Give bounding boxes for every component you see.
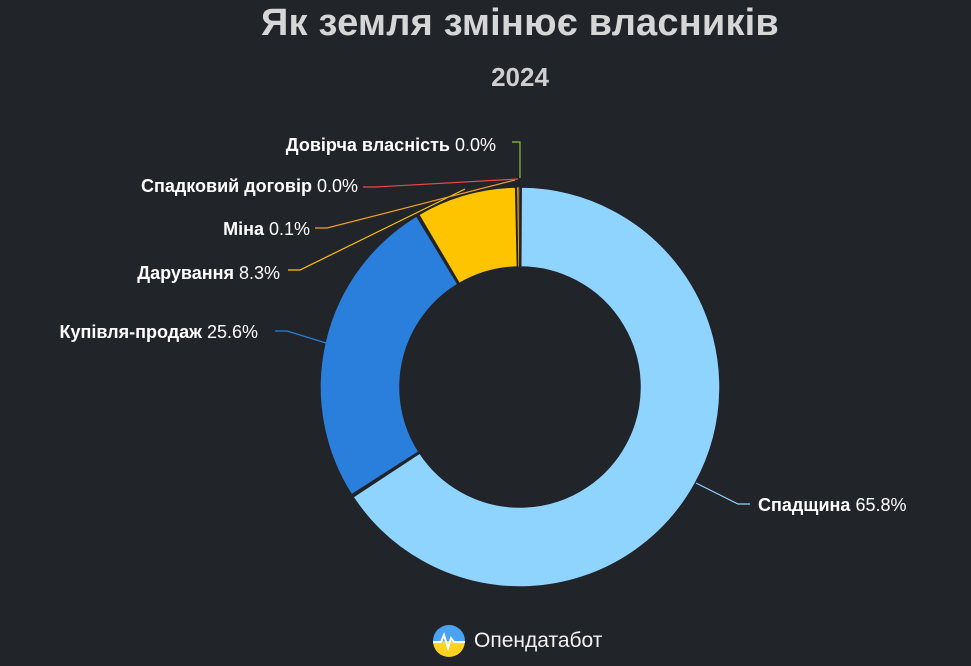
slice-label-name: Міна: [223, 219, 269, 239]
leader-line-2: [275, 330, 327, 344]
slice-label-name: Дарування: [137, 263, 239, 283]
slice-label-1: Спадщина 65.8%: [758, 495, 907, 515]
opendatabot-logo-icon: [433, 625, 465, 657]
slice-label-value: 0.0%: [455, 135, 496, 155]
slice-1[interactable]: [352, 186, 721, 588]
slice-label-value: 0.1%: [269, 219, 310, 239]
chart-subtitle: 2024: [491, 62, 549, 92]
leader-line-5: [363, 178, 519, 188]
brand-footer: Опендатабот: [432, 624, 602, 658]
slice-label-5: Спадковий договір 0.0%: [141, 176, 358, 196]
slice-3[interactable]: [417, 186, 519, 285]
slice-6[interactable]: [519, 186, 521, 268]
leader-line-1: [695, 482, 750, 505]
label-leader-lines: [275, 141, 750, 505]
brand-name: Опендатабот: [474, 629, 603, 652]
slice-label-name: Спадщина: [758, 495, 855, 515]
slice-label-name: Купівля-продаж: [59, 322, 206, 342]
slice-label-value: 25.6%: [207, 322, 258, 342]
slice-label-value: 8.3%: [239, 263, 280, 283]
slice-label-3: Дарування 8.3%: [137, 263, 280, 283]
donut-slices: [319, 186, 721, 588]
slice-label-name: Спадковий договір: [141, 176, 317, 196]
slice-2[interactable]: [319, 215, 459, 496]
chart-title: Як земля змінює власників: [261, 2, 779, 44]
slice-label-name: Довірча власність: [286, 135, 455, 155]
slice-label-value: 65.8%: [855, 495, 906, 515]
slice-labels: Спадщина 65.8% Купівля-продаж 25.6% Дарува…: [59, 135, 906, 515]
slice-label-4: Міна 0.1%: [223, 219, 310, 239]
slice-label-value: 0.0%: [317, 176, 358, 196]
leader-line-3: [288, 188, 466, 271]
leader-line-4: [315, 179, 516, 229]
leader-line-6: [512, 141, 521, 178]
slice-label-2: Купівля-продаж 25.6%: [59, 322, 258, 342]
slice-label-6: Довірча власність 0.0%: [286, 135, 496, 155]
